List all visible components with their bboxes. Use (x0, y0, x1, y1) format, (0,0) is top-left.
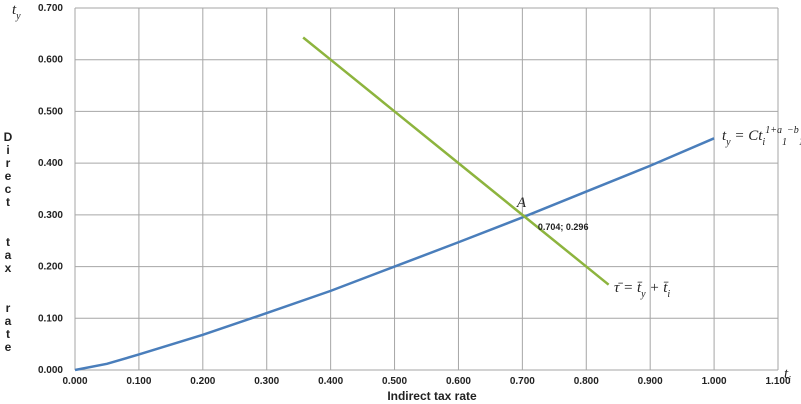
label-part: + t̄ (646, 280, 669, 296)
point-label: A (516, 195, 527, 211)
label-part: −b (787, 125, 799, 136)
label-part: t (784, 366, 789, 382)
label-part: i (788, 375, 791, 386)
x-tick-label: 0.400 (318, 376, 343, 387)
label-part: t (722, 128, 727, 144)
x-tick-label: 0.300 (254, 376, 279, 387)
line (302, 36, 610, 286)
x-tick-label: 0.700 (510, 376, 535, 387)
y-tick-label: 0.300 (38, 210, 63, 221)
x-tick-label: 0.600 (446, 376, 471, 387)
label-part: i (762, 137, 765, 148)
x-tick-label: 0.900 (638, 376, 663, 387)
label-part: t (12, 2, 17, 18)
line (74, 137, 715, 372)
x-axis-title: Indirect tax rate (387, 389, 477, 403)
label-part: i (667, 289, 670, 300)
y-tick-label: 0.100 (38, 313, 63, 324)
annotation: ty = Cti1+a1−b1 (722, 125, 801, 148)
x-tick-label: 0.500 (382, 376, 407, 387)
y-tick-label: 0.600 (38, 55, 63, 66)
label-part: 1+a (765, 125, 782, 136)
x-tick-label: 1.000 (702, 376, 727, 387)
label-part: 1 (799, 137, 801, 148)
x-tick-label: 0.800 (574, 376, 599, 387)
y-tick-label: 0.400 (38, 158, 63, 169)
label-part: τ̄ = t̄ (614, 280, 643, 296)
point-value-label: 0.704; 0.296 (538, 222, 589, 232)
annotation: τ̄ = t̄y + t̄i (614, 280, 670, 300)
label-part: 1 (782, 137, 787, 148)
x-tick-label: 0.000 (62, 376, 87, 387)
y-tick-label: 0.200 (38, 262, 63, 273)
x-tick-label: 0.100 (126, 376, 151, 387)
label-part: y (640, 289, 646, 300)
y-tick-label: 0.000 (38, 365, 63, 376)
annotation: ti (784, 366, 791, 386)
y-tick-label: 0.700 (38, 3, 63, 14)
x-tick-label: 1.100 (765, 376, 790, 387)
label-part: y (15, 11, 21, 22)
annotation: ty (12, 2, 21, 22)
x-tick-label: 0.200 (190, 376, 215, 387)
label-part: = Ct (731, 128, 764, 144)
y-axis-title: Direct tax rate (1, 130, 15, 353)
y-tick-label: 0.500 (38, 106, 63, 117)
label-part: y (725, 137, 731, 148)
